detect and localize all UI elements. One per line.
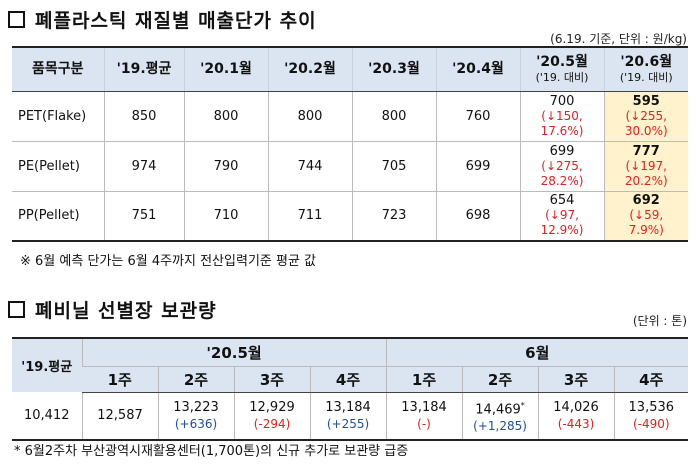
section2-unit-note: (단위 : 톤) [632, 314, 687, 328]
cell-m5: 699 (↓275, 28.2%) [519, 141, 604, 192]
header-jun: 6월 [385, 337, 689, 366]
cell-jun-w1: 13,184 (-) [385, 392, 463, 441]
storage-table: '19.평균 '20.5월 6월 1주 2주 3주 4주 1주 2주 3주 4주… [12, 337, 689, 441]
cell-m1: 800 [183, 91, 268, 142]
header-may-w2: 2주 [157, 365, 234, 393]
cell-jun-w3: 14,026 (-443) [537, 392, 615, 441]
checkbox-square-icon [8, 11, 25, 28]
header-jun-w3: 3주 [537, 365, 615, 393]
header-avg19: '19.평균 [103, 46, 184, 92]
cell-m4: 699 [435, 141, 520, 192]
header-m1: '20.1월 [183, 46, 268, 92]
header-may-w3: 3주 [233, 365, 310, 393]
header-m3: '20.3월 [351, 46, 436, 92]
row-name: PET(Flake) [12, 91, 104, 142]
cell-may-w2: 13,223 (+636) [157, 392, 234, 441]
section1-unit-note: (6.19. 기준, 단위 : 원/kg) [550, 32, 687, 46]
header-avg19: '19.평균 [12, 337, 82, 392]
table-row: PET(Flake) 850 800 800 800 760 700 (↓150… [12, 91, 688, 142]
header-item: 품목구분 [12, 46, 104, 92]
cell-m5: 700 (↓150, 17.6%) [519, 91, 604, 142]
section1-title-text: 폐플라스틱 재질별 매출단가 추이 [35, 10, 317, 32]
cell-m5: 654 (↓97, 12.9%) [519, 191, 604, 242]
cell-jun-w4: 13,536 (-490) [613, 392, 689, 441]
row-name: PE(Pellet) [12, 141, 104, 192]
cell-avg19: 10,412 [12, 392, 82, 441]
section1-footnote: ※ 6월 예측 단가는 6월 4주까지 전산입력기준 평균 값 [20, 254, 317, 269]
cell-may-w1: 12,587 [81, 392, 158, 441]
cell-avg19: 850 [103, 91, 184, 142]
cell-m2: 711 [267, 191, 352, 242]
cell-may-w4: 13,184 (+255) [309, 392, 387, 441]
header-may-w4: 4주 [309, 365, 387, 393]
cell-m1: 790 [183, 141, 268, 192]
header-m2: '20.2월 [267, 46, 352, 92]
header-jun-w2: 2주 [461, 365, 539, 393]
section2-footnote: * 6월2주차 부산광역시재활용센터(1,700톤)의 신규 추가로 보관량 급… [14, 444, 409, 459]
cell-m4: 760 [435, 91, 520, 142]
cell-m6: 777 (↓197, 20.2%) [603, 141, 688, 192]
table-row: PE(Pellet) 974 790 744 705 699 699 (↓275… [12, 141, 688, 192]
cell-avg19: 974 [103, 141, 184, 192]
header-may: '20.5월 [81, 337, 387, 366]
table-header-row: '19.평균 '20.5월 6월 [12, 337, 689, 392]
cell-m6: 595 (↓255, 30.0%) [603, 91, 688, 142]
header-m6: '20.6월 ('19. 대비) [603, 46, 688, 92]
header-jun-w1: 1주 [385, 365, 463, 393]
cell-may-w3: 12,929 (-294) [233, 392, 310, 441]
table-header-row: 1주 2주 3주 4주 1주 2주 3주 4주 [12, 365, 689, 393]
section1-title: 폐플라스틱 재질별 매출단가 추이 [8, 6, 317, 33]
row-name: PP(Pellet) [12, 191, 104, 242]
cell-avg19: 751 [103, 191, 184, 242]
checkbox-square-icon [8, 301, 25, 318]
cell-jun-w2: 14,469* (+1,285) [461, 392, 539, 441]
cell-m3: 705 [351, 141, 436, 192]
cell-m3: 800 [351, 91, 436, 142]
section2-title: 폐비닐 선별장 보관량 [8, 296, 217, 323]
cell-m1: 710 [183, 191, 268, 242]
cell-m3: 723 [351, 191, 436, 242]
cell-m2: 744 [267, 141, 352, 192]
cell-m4: 698 [435, 191, 520, 242]
header-jun-w4: 4주 [613, 365, 689, 393]
section2-title-text: 폐비닐 선별장 보관량 [35, 300, 217, 322]
cell-m6: 692 (↓59, 7.9%) [603, 191, 688, 242]
header-may-w1: 1주 [82, 365, 158, 393]
table-row: PP(Pellet) 751 710 711 723 698 654 (↓97,… [12, 191, 688, 242]
cell-m2: 800 [267, 91, 352, 142]
header-m4: '20.4월 [435, 46, 520, 92]
price-trend-table: 품목구분 '19.평균 '20.1월 '20.2월 '20.3월 '20.4월 … [12, 46, 688, 242]
table-row: 10,412 12,587 13,223 (+636) 12,929 (-294) … [12, 392, 689, 441]
header-m5: '20.5월 ('19. 대비) [519, 46, 604, 92]
table-header-row: 품목구분 '19.평균 '20.1월 '20.2월 '20.3월 '20.4월 … [12, 46, 688, 92]
